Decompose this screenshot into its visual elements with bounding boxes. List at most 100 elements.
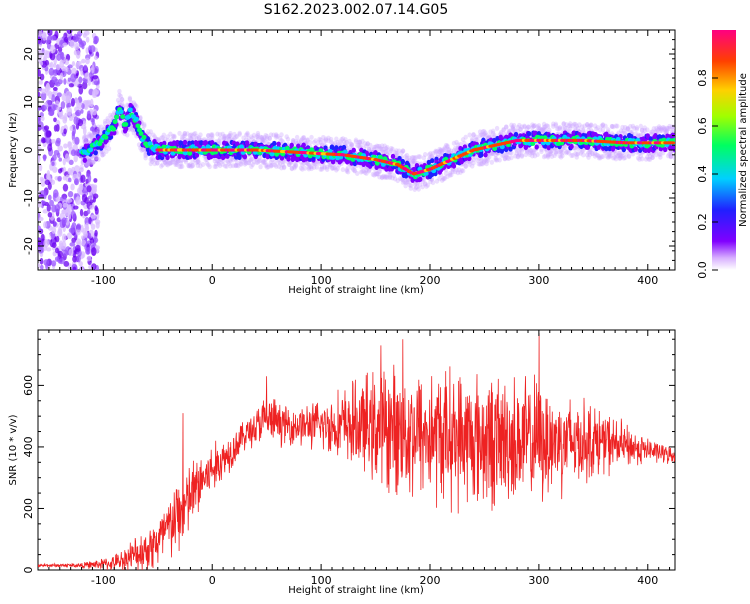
spectrogram-core-point	[113, 119, 118, 124]
spectrogram-noise-point	[56, 197, 60, 202]
spectrogram-core-point	[123, 122, 128, 127]
spectrogram-halo-point	[635, 127, 639, 132]
spectrogram-halo-point	[539, 149, 543, 154]
spectrogram-noise-point	[39, 217, 44, 221]
spectrogram-noise-point	[84, 231, 88, 238]
colorbar-tick-label: 0.6	[696, 117, 709, 135]
spectrogram-halo-point	[162, 133, 166, 138]
spectrogram-noise-point	[76, 223, 81, 230]
spectrogram-halo-point	[467, 132, 471, 137]
spectrogram-noise-point	[73, 205, 79, 209]
spectrogram-band-point	[569, 144, 573, 149]
spectrogram-noise-point	[96, 222, 100, 229]
spectrogram-band-point	[430, 158, 434, 163]
spectrogram-halo-point	[96, 157, 100, 162]
spectrogram-ylabel: Frequency (Hz)	[8, 112, 19, 188]
colorbar-tick-label: 0.4	[696, 165, 709, 183]
spectrogram-noise-point	[45, 180, 50, 186]
spectrogram-halo-point	[490, 160, 494, 165]
spectrogram-core-point	[139, 131, 144, 136]
snr-xtick-label: -100	[91, 574, 116, 587]
spectrogram-noise-point	[87, 110, 91, 118]
spectrogram-noise-point	[55, 140, 60, 146]
spectrogram-noise-point	[87, 174, 91, 183]
spectrogram-noise-point	[85, 222, 88, 230]
spectrogram-halo-point	[640, 157, 644, 162]
spectrogram-core-point	[120, 114, 125, 119]
spectrogram-noise-point	[56, 54, 61, 61]
spectrogram-noise-point	[93, 40, 98, 44]
spectrogram-noise-point	[60, 60, 65, 68]
spectrogram-noise-point	[45, 130, 51, 137]
spectrogram-noise-point	[56, 106, 61, 110]
spectrogram-noise-point	[43, 239, 49, 248]
spectrogram-noise-point	[84, 197, 89, 204]
spectrogram-noise-point	[59, 258, 65, 264]
spectrogram-halo-point	[509, 155, 513, 160]
spectrogram-noise-point	[36, 155, 41, 163]
spectrogram-halo-point	[535, 152, 539, 157]
spectrogram-noise-point	[55, 248, 59, 254]
spectrogram-noise-point	[44, 125, 49, 130]
spectrogram-xtick-label: -100	[91, 274, 116, 287]
spectrogram-halo-point	[673, 155, 677, 160]
spectrogram-halo-point	[117, 89, 121, 94]
spectrogram-halo-point	[409, 183, 413, 188]
spectrogram-noise-point	[62, 233, 67, 242]
spectrogram-noise-point	[68, 178, 71, 183]
spectrogram-noise-point	[53, 221, 57, 226]
spectrogram-halo-point	[258, 164, 262, 169]
spectrogram-noise-point	[51, 226, 56, 234]
spectrogram-band-point	[94, 150, 98, 155]
spectrogram-noise-point	[69, 83, 74, 87]
spectrogram-noise-point	[84, 72, 89, 79]
spectrogram-noise-point	[86, 185, 91, 192]
spectrogram-band-point	[401, 159, 405, 164]
spectrogram-noise-point	[55, 82, 61, 87]
spectrogram-halo-point	[180, 164, 184, 169]
spectrogram-noise-point	[64, 59, 69, 65]
spectrogram-noise-point	[57, 92, 62, 97]
spectrogram-halo-point	[190, 163, 194, 168]
spectrogram-halo-point	[295, 135, 299, 140]
spectrogram-noise-point	[56, 236, 60, 243]
spectrogram-halo-point	[615, 124, 619, 129]
spectrogram-noise-point	[74, 43, 79, 51]
spectrogram-noise-point	[62, 43, 67, 47]
colorbar: 0.00.20.40.60.8 Normalized spectral ampl…	[696, 30, 749, 279]
spectrogram-halo-point	[286, 137, 290, 142]
spectrogram-noise-point	[89, 199, 94, 203]
spectrogram-halo-point	[464, 164, 468, 169]
spectrogram-noise-point	[63, 143, 68, 148]
spectrogram-halo-point	[512, 123, 516, 128]
spectrogram-band-point	[452, 163, 456, 168]
spectrogram-noise-point	[90, 99, 93, 107]
spectrogram-noise-point	[70, 184, 74, 191]
spectrogram-noise-point	[93, 89, 99, 95]
spectrogram-noise-point	[51, 162, 54, 166]
spectrogram-noise-point	[63, 176, 67, 181]
spectrogram-noise-point	[73, 116, 78, 125]
spectrogram-halo-point	[650, 155, 654, 160]
spectrogram-noise-point	[45, 85, 49, 93]
spectrogram-noise-point	[92, 75, 98, 79]
spectrogram-noise-point	[80, 209, 83, 217]
spectrogram-noise-point	[43, 259, 49, 266]
spectrogram-noise-point	[64, 113, 67, 122]
spectrogram-noise-point	[50, 45, 56, 53]
spectrogram-noise-point	[87, 209, 91, 214]
spectrogram-noise-point	[48, 110, 54, 116]
spectrogram-noise-point	[36, 92, 40, 97]
spectrogram-noise-point	[53, 189, 58, 198]
spectrogram-halo-point	[418, 154, 422, 159]
spectrogram-noise-point	[45, 60, 49, 66]
spectrogram-noise-point	[41, 116, 45, 121]
spectrogram-noise-point	[89, 205, 94, 210]
spectrogram-noise-point	[43, 221, 47, 228]
spectrogram-noise-point	[37, 37, 41, 44]
spectrogram-noise-point	[72, 267, 76, 272]
snr-xtick-label: 0	[209, 574, 216, 587]
